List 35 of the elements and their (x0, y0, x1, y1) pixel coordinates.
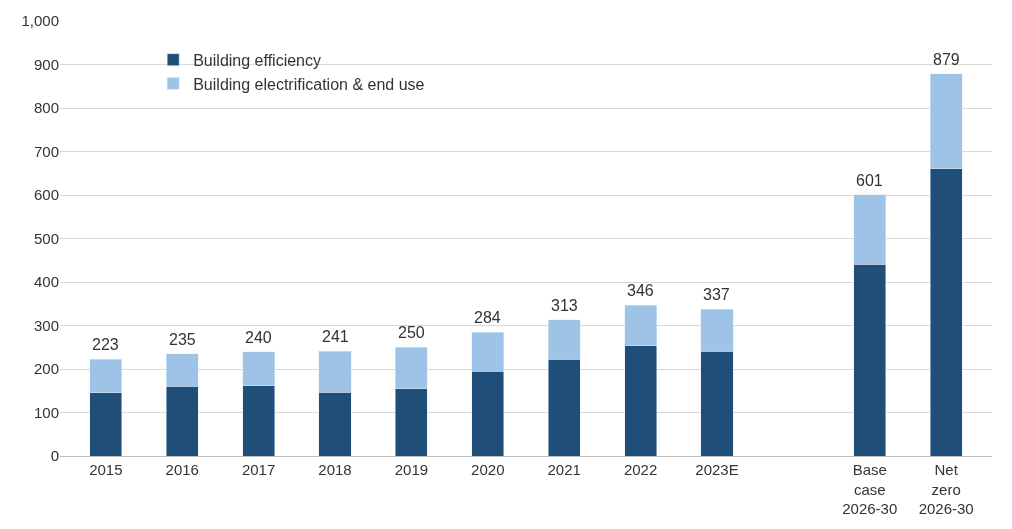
legend-label: Building efficiency (193, 51, 321, 69)
y-tick-label: 900 (33, 55, 59, 73)
legend-label: Building electrification & end use (193, 75, 425, 93)
y-tick-label: 400 (33, 273, 59, 291)
y-tick-label: 100 (33, 403, 59, 421)
total-label: 337 (703, 286, 730, 303)
total-label: 346 (627, 282, 654, 299)
x-tick-label: 2018 (318, 461, 352, 478)
x-tick-label: Net zero 2026-30 (918, 461, 974, 517)
total-label: 601 (856, 172, 883, 189)
y-tick-label: 500 (33, 229, 59, 247)
total-label: 223 (92, 336, 119, 353)
total-label: 879 (933, 51, 960, 68)
y-tick-label: 600 (33, 186, 59, 204)
total-label: 235 (169, 331, 196, 348)
x-tick-label: 2022 (623, 461, 658, 478)
y-tick-label: 300 (33, 316, 59, 334)
total-label: 241 (322, 328, 349, 345)
y-tick-label: 0 (50, 447, 59, 465)
total-label: 240 (245, 329, 272, 346)
y-tick-label: 1,000 (21, 12, 59, 30)
y-tick-label: 700 (33, 142, 59, 160)
x-tick-label: 2015 (89, 461, 123, 478)
x-tick-label: 2019 (394, 461, 429, 478)
x-tick-label: 2016 (165, 461, 199, 478)
total-label: 313 (551, 297, 578, 314)
x-tick-label: Base case 2026-30 (842, 461, 898, 517)
total-label: 284 (474, 309, 501, 326)
x-tick-label: 2021 (547, 461, 581, 478)
x-tick-label: 2023E (695, 461, 739, 478)
total-label: 250 (398, 324, 425, 341)
y-tick-label: 200 (33, 360, 59, 378)
y-tick-label: 800 (33, 99, 59, 117)
x-tick-label: 2017 (241, 461, 276, 478)
x-tick-label: 2020 (471, 461, 505, 478)
